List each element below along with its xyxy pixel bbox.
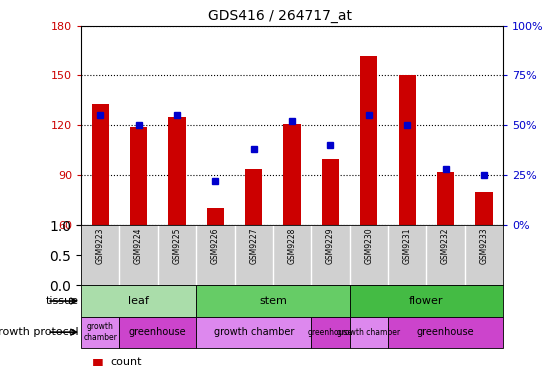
Bar [196,317,311,348]
Text: ■: ■ [92,356,104,366]
Bar [207,209,224,225]
Bar [81,285,196,317]
Text: GSM9227: GSM9227 [249,228,258,264]
Text: GSM9223: GSM9223 [96,228,105,264]
Text: GSM9226: GSM9226 [211,228,220,264]
Bar [311,317,349,348]
Bar [437,172,454,225]
Text: GSM9230: GSM9230 [364,228,373,264]
Text: growth chamber: growth chamber [214,327,294,337]
Bar [283,124,301,225]
Text: GDS416 / 264717_at: GDS416 / 264717_at [207,9,352,23]
Bar [130,127,147,225]
Bar [92,104,109,225]
Text: growth protocol: growth protocol [0,327,78,337]
Text: GSM9233: GSM9233 [480,228,489,264]
Bar [196,285,349,317]
Text: greenhouse: greenhouse [129,327,187,337]
Bar [399,75,416,225]
Text: count: count [110,357,141,366]
Bar [81,317,120,348]
Bar [322,158,339,225]
Text: growth chamber: growth chamber [337,328,400,337]
Bar [349,317,388,348]
Text: stem: stem [259,296,287,306]
Text: GSM9232: GSM9232 [441,228,450,264]
Text: greenhouse: greenhouse [308,328,353,337]
Text: GSM9225: GSM9225 [173,228,182,264]
Text: growth
chamber: growth chamber [83,322,117,342]
Text: greenhouse: greenhouse [417,327,475,337]
Bar [388,317,503,348]
Text: leaf: leaf [128,296,149,306]
Bar [360,56,377,225]
Text: GSM9228: GSM9228 [287,228,297,264]
Bar [245,169,262,225]
Bar [475,192,492,225]
Bar [168,117,186,225]
Text: tissue: tissue [45,296,78,306]
Text: GSM9229: GSM9229 [326,228,335,264]
Bar [120,317,196,348]
Text: GSM9231: GSM9231 [402,228,411,264]
Text: flower: flower [409,296,444,306]
Bar [349,285,503,317]
Text: GSM9224: GSM9224 [134,228,143,264]
